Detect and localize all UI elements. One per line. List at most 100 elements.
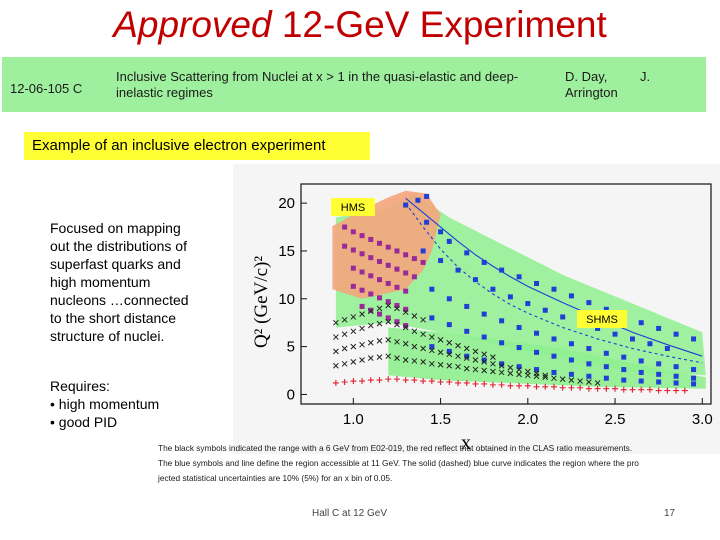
data-point-square bbox=[342, 224, 348, 230]
data-point-square bbox=[638, 320, 644, 326]
data-point-square bbox=[534, 330, 540, 336]
data-point-square bbox=[499, 361, 505, 367]
figure-caption: The black symbols indicated the range wi… bbox=[158, 441, 710, 486]
data-point-square bbox=[568, 293, 574, 299]
data-point-cross bbox=[402, 340, 409, 347]
data-point-square bbox=[551, 353, 557, 359]
data-point-cross bbox=[367, 308, 374, 315]
data-point-cross bbox=[446, 362, 453, 369]
data-point-square bbox=[691, 367, 697, 373]
shms-label-text: SHMS bbox=[586, 314, 618, 326]
data-point-plus bbox=[646, 386, 653, 393]
author-line2: Arrington bbox=[565, 85, 618, 100]
data-point-square bbox=[499, 318, 505, 324]
data-point-plus bbox=[594, 385, 601, 392]
data-point-square bbox=[446, 296, 452, 302]
data-point-square bbox=[638, 369, 644, 375]
data-point-square bbox=[551, 369, 557, 375]
y-tick-label: 10 bbox=[278, 291, 295, 308]
data-point-square bbox=[385, 262, 391, 268]
data-point-square bbox=[359, 269, 365, 275]
data-point-cross bbox=[411, 328, 418, 335]
data-point-plus bbox=[472, 380, 479, 387]
data-point-square bbox=[534, 349, 540, 355]
data-point-square bbox=[350, 229, 356, 235]
data-point-square bbox=[691, 375, 697, 381]
data-point-cross bbox=[463, 355, 470, 361]
data-point-square bbox=[673, 364, 679, 370]
requires-item: • good PID bbox=[50, 414, 118, 430]
data-point-square bbox=[603, 306, 609, 312]
data-point-square bbox=[359, 287, 365, 293]
kinematics-chart-svg: 1.0 1.5 2.0 2.5 3.0 0 5 10 15 20 x Q² (GeV/c)² HMS S… bbox=[251, 183, 713, 454]
data-point-square bbox=[359, 233, 365, 239]
shms-region-lower bbox=[388, 327, 706, 389]
data-point-square bbox=[377, 258, 383, 264]
experiment-box bbox=[2, 57, 706, 112]
data-point-square bbox=[429, 344, 435, 350]
data-point-square bbox=[368, 255, 374, 261]
hms-label-text: HMS bbox=[341, 202, 365, 214]
data-point-plus bbox=[620, 386, 627, 393]
hms-label-bg bbox=[331, 198, 375, 216]
data-point-cross bbox=[481, 351, 488, 358]
data-point-cross bbox=[385, 318, 392, 325]
data-point-cross bbox=[341, 331, 348, 338]
data-point-square bbox=[499, 267, 505, 273]
data-point-plus bbox=[393, 376, 400, 383]
data-point-cross bbox=[359, 357, 365, 363]
data-point-cross bbox=[367, 322, 374, 329]
requires-heading: Requires: bbox=[50, 378, 110, 394]
data-point-square bbox=[656, 379, 662, 385]
description-text: Focused on mapping out the distributions… bbox=[50, 220, 189, 344]
data-point-square bbox=[516, 345, 522, 351]
data-point-square bbox=[377, 311, 383, 317]
dashed-curve bbox=[405, 202, 703, 364]
data-point-square bbox=[350, 265, 356, 271]
y-tick-label: 5 bbox=[287, 339, 295, 356]
data-point-plus bbox=[420, 378, 427, 385]
data-point-cross bbox=[394, 355, 400, 361]
data-point-square bbox=[411, 274, 417, 280]
data-point-plus bbox=[367, 377, 374, 384]
x-tick-label: 1.0 bbox=[343, 411, 364, 428]
data-point-cross bbox=[359, 325, 365, 332]
data-point-cross bbox=[341, 345, 348, 352]
data-point-square bbox=[368, 307, 374, 313]
data-point-plus bbox=[524, 382, 531, 389]
solid-curve bbox=[405, 197, 703, 357]
data-point-square bbox=[385, 280, 391, 286]
data-point-cross bbox=[437, 349, 444, 356]
x-tick-label: 1.5 bbox=[430, 411, 451, 428]
data-point-cross bbox=[542, 372, 549, 379]
data-point-plus bbox=[681, 387, 688, 394]
shms-label-bg bbox=[577, 310, 627, 328]
y-tick-label: 0 bbox=[287, 386, 295, 403]
data-point-cross bbox=[463, 365, 470, 372]
data-point-cross bbox=[455, 353, 461, 360]
data-point-cross bbox=[333, 319, 339, 326]
plot-frame bbox=[300, 183, 712, 405]
data-point-square bbox=[612, 331, 618, 337]
data-point-square bbox=[673, 373, 679, 379]
data-point-cross bbox=[594, 380, 601, 386]
data-point-plus bbox=[350, 378, 357, 385]
data-point-square bbox=[568, 357, 574, 363]
data-point-plus bbox=[385, 376, 392, 383]
data-point-square bbox=[411, 256, 417, 262]
data-point-square bbox=[394, 248, 400, 254]
y-tick-label: 20 bbox=[278, 195, 295, 212]
data-point-square bbox=[359, 251, 365, 257]
data-point-plus bbox=[559, 384, 566, 391]
data-point-square bbox=[656, 325, 662, 331]
data-point-square bbox=[438, 229, 444, 235]
data-point-square bbox=[586, 346, 592, 352]
data-point-square bbox=[664, 346, 670, 352]
data-point-cross bbox=[359, 341, 365, 348]
data-point-cross bbox=[481, 367, 488, 374]
data-point-cross bbox=[367, 355, 374, 361]
data-point-cross bbox=[559, 376, 566, 382]
y-axis-label: Q² (GeV/c)² bbox=[251, 256, 272, 348]
data-point-cross bbox=[394, 305, 400, 312]
data-point-plus bbox=[376, 377, 383, 384]
